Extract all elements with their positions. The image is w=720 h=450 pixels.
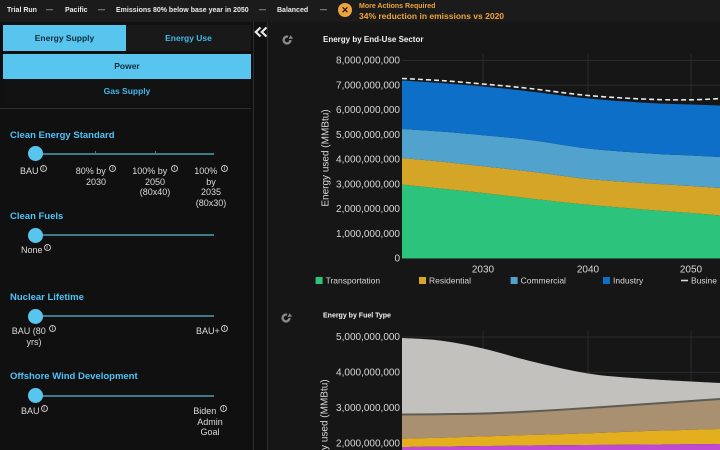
svg-text:Industry: Industry — [613, 276, 644, 286]
svg-text:3,000,000,000: 3,000,000,000 — [336, 179, 400, 190]
svg-text:2,000,000,000: 2,000,000,000 — [336, 204, 400, 215]
svg-text:3,000,000,000: 3,000,000,000 — [336, 403, 400, 414]
svg-text:0: 0 — [394, 254, 400, 265]
svg-text:Energy by End-Use Sector: Energy by End-Use Sector — [323, 35, 423, 44]
svg-text:6,000,000,000: 6,000,000,000 — [336, 105, 400, 116]
svg-text:1,000,000,000: 1,000,000,000 — [336, 229, 400, 240]
svg-text:8,000,000,000: 8,000,000,000 — [336, 56, 400, 67]
svg-text:5,000,000,000: 5,000,000,000 — [336, 130, 400, 141]
svg-text:Residential: Residential — [429, 276, 471, 286]
svg-text:Busine: Busine — [691, 276, 717, 286]
svg-text:4,000,000,000: 4,000,000,000 — [336, 155, 400, 166]
svg-text:Energy used (MMBtu): Energy used (MMBtu) — [321, 109, 332, 206]
svg-text:7,000,000,000: 7,000,000,000 — [336, 80, 400, 91]
svg-text:Energy by Fuel Type: Energy by Fuel Type — [323, 313, 391, 320]
svg-text:Transportation: Transportation — [326, 276, 381, 286]
svg-text:2,000,000,000: 2,000,000,000 — [336, 438, 400, 449]
svg-text:2030: 2030 — [472, 265, 495, 276]
svg-text:2050: 2050 — [680, 265, 703, 276]
svg-text:4,000,000,000: 4,000,000,000 — [336, 368, 400, 379]
svg-text:5,000,000,000: 5,000,000,000 — [336, 332, 400, 343]
svg-text:Energy used (MMBtu): Energy used (MMBtu) — [320, 379, 331, 450]
svg-text:2040: 2040 — [577, 265, 600, 276]
svg-text:Commercial: Commercial — [521, 276, 566, 286]
